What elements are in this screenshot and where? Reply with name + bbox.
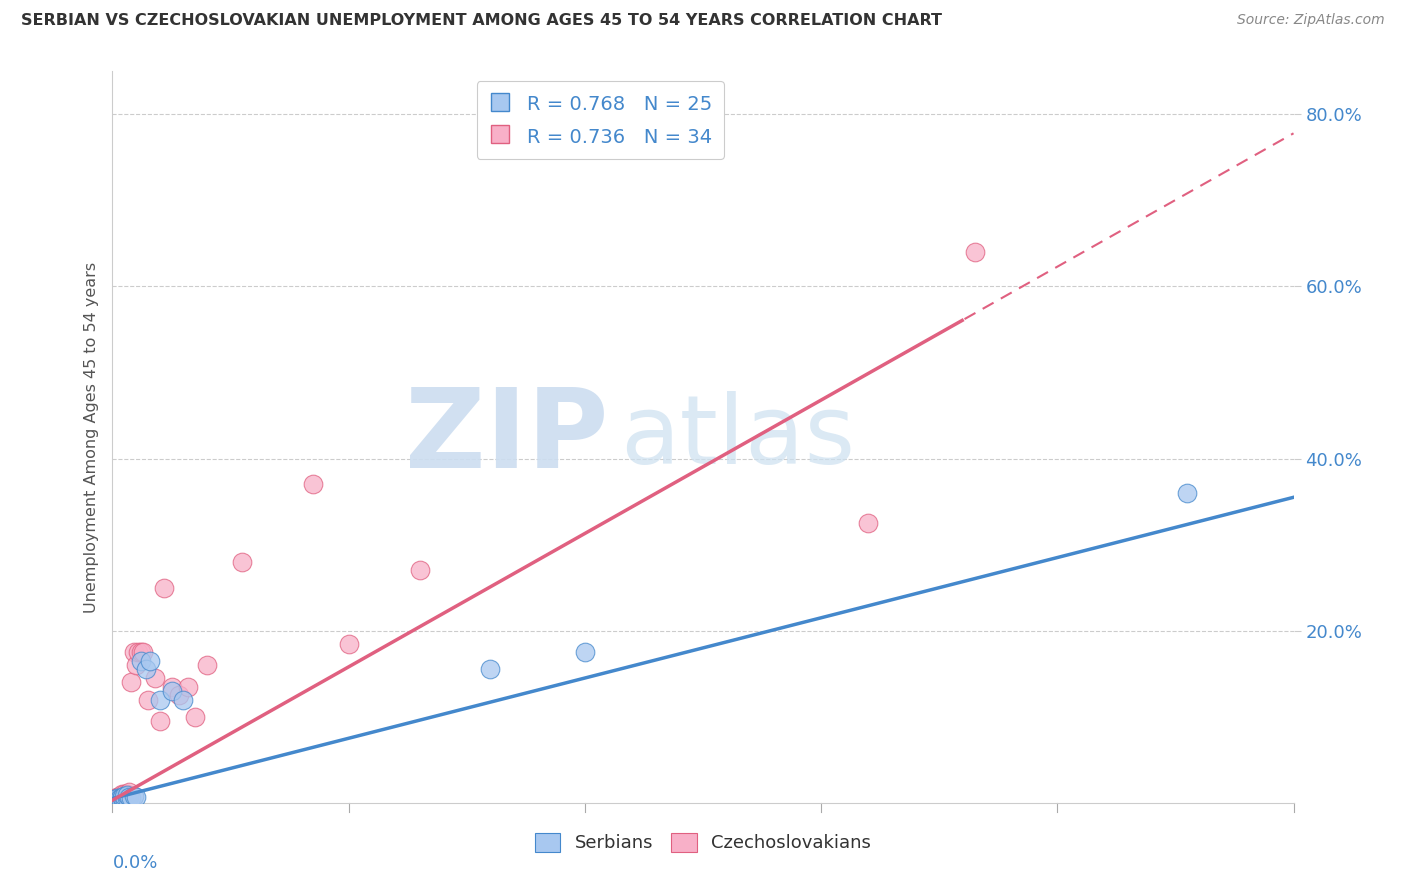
- Point: [963, 245, 986, 260]
- Point: [132, 645, 155, 659]
- Point: [143, 671, 166, 685]
- Point: [111, 789, 134, 804]
- Point: [858, 516, 880, 530]
- Point: [120, 675, 142, 690]
- Point: [408, 564, 430, 578]
- Point: [184, 710, 207, 724]
- Point: [108, 791, 131, 805]
- Text: Source: ZipAtlas.com: Source: ZipAtlas.com: [1237, 13, 1385, 28]
- Point: [129, 654, 152, 668]
- Point: [177, 680, 200, 694]
- Point: [111, 791, 134, 805]
- Point: [167, 688, 190, 702]
- Y-axis label: Unemployment Among Ages 45 to 54 years: Unemployment Among Ages 45 to 54 years: [83, 261, 98, 613]
- Text: atlas: atlas: [620, 391, 855, 483]
- Point: [104, 792, 127, 806]
- Point: [122, 789, 145, 803]
- Point: [108, 790, 131, 805]
- Point: [195, 658, 218, 673]
- Point: [125, 658, 148, 673]
- Point: [231, 555, 253, 569]
- Point: [135, 662, 157, 676]
- Point: [115, 791, 138, 805]
- Point: [105, 789, 128, 804]
- Point: [127, 645, 149, 659]
- Point: [108, 792, 131, 806]
- Point: [125, 789, 148, 804]
- Point: [118, 789, 141, 804]
- Point: [111, 791, 134, 805]
- Point: [160, 680, 183, 694]
- Point: [112, 789, 135, 804]
- Point: [136, 692, 159, 706]
- Point: [118, 785, 141, 799]
- Point: [104, 794, 127, 808]
- Legend: Serbians, Czechoslovakians: Serbians, Czechoslovakians: [527, 826, 879, 860]
- Point: [115, 790, 138, 805]
- Point: [139, 654, 162, 668]
- Point: [115, 788, 138, 802]
- Point: [105, 792, 128, 806]
- Point: [108, 789, 131, 803]
- Point: [104, 793, 127, 807]
- Point: [149, 714, 172, 728]
- Text: ZIP: ZIP: [405, 384, 609, 491]
- Point: [111, 787, 134, 801]
- Point: [115, 787, 138, 801]
- Point: [479, 662, 502, 676]
- Point: [337, 637, 360, 651]
- Point: [120, 790, 142, 805]
- Point: [129, 645, 152, 659]
- Point: [1175, 486, 1198, 500]
- Point: [112, 790, 135, 805]
- Point: [122, 645, 145, 659]
- Text: SERBIAN VS CZECHOSLOVAKIAN UNEMPLOYMENT AMONG AGES 45 TO 54 YEARS CORRELATION CH: SERBIAN VS CZECHOSLOVAKIAN UNEMPLOYMENT …: [21, 13, 942, 29]
- Point: [172, 692, 194, 706]
- Text: 0.0%: 0.0%: [112, 854, 157, 872]
- Point: [105, 791, 128, 805]
- Point: [149, 692, 172, 706]
- Point: [112, 787, 135, 801]
- Point: [302, 477, 325, 491]
- Point: [574, 645, 596, 659]
- Point: [112, 789, 135, 803]
- Point: [160, 684, 183, 698]
- Point: [153, 581, 176, 595]
- Point: [105, 793, 128, 807]
- Point: [104, 791, 127, 805]
